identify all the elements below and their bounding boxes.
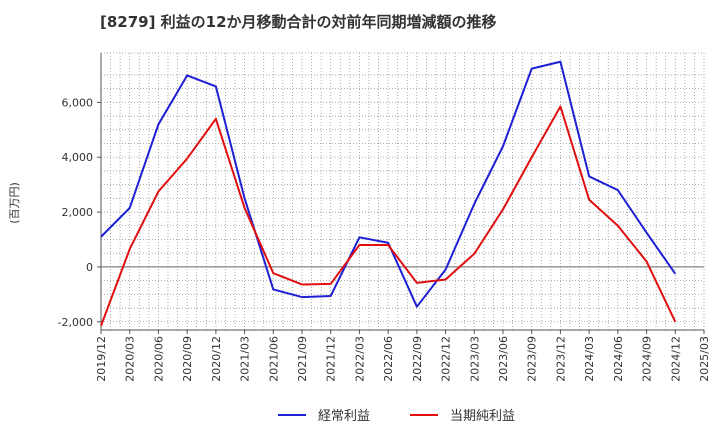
y-tick-label: -2,000	[58, 316, 93, 329]
plot-area	[101, 53, 704, 330]
chart-title: [8279] 利益の12か月移動合計の対前年同期増減額の推移	[100, 13, 497, 31]
legend-label: 当期純利益	[450, 409, 515, 424]
axes	[100, 52, 705, 331]
x-tick-label: 2021/06	[267, 336, 280, 382]
x-tick-label: 2021/12	[325, 336, 338, 382]
x-tick-label: 2023/12	[554, 336, 567, 382]
x-tick-label: 2024/03	[583, 336, 596, 382]
x-tick-label: 2025/03	[698, 336, 711, 382]
legend-label: 経常利益	[318, 409, 370, 424]
y-tick-labels: -2,000 0 2,000 4,000 6,000	[58, 96, 101, 329]
x-tick-label: 2020/03	[124, 336, 137, 382]
x-tick-label: 2020/06	[152, 336, 165, 382]
x-tick-label: 2024/12	[669, 336, 682, 382]
x-tick-label: 2022/09	[411, 336, 424, 382]
y-tick-label: 6,000	[62, 96, 94, 109]
x-tick-label: 2021/03	[239, 336, 252, 382]
legend: 経常利益 当期純利益	[278, 409, 515, 424]
x-tick-label: 2022/12	[440, 336, 453, 382]
x-tick-label: 2020/12	[210, 336, 223, 382]
y-tick-label: 4,000	[62, 151, 94, 164]
x-tick-label: 2019/12	[95, 336, 108, 382]
x-tick-label: 2023/03	[468, 336, 481, 382]
series-lines	[100, 60, 677, 327]
x-tick-label: 2022/03	[353, 336, 366, 382]
x-tick-labels: 2019/12 2020/03 2020/06 2020/09 2020/12 2021/…	[95, 330, 711, 382]
x-tick-label: 2023/06	[497, 336, 510, 382]
x-tick-label: 2023/09	[526, 336, 539, 382]
y-tick-label: 0	[86, 261, 93, 274]
grid-lines	[100, 53, 705, 330]
y-tick-label: 2,000	[62, 206, 94, 219]
x-tick-label: 2021/09	[296, 336, 309, 382]
x-tick-label: 2024/09	[641, 336, 654, 382]
x-tick-label: 2022/06	[382, 336, 395, 382]
x-tick-label: 2020/09	[181, 336, 194, 382]
x-tick-label: 2024/06	[612, 336, 625, 382]
